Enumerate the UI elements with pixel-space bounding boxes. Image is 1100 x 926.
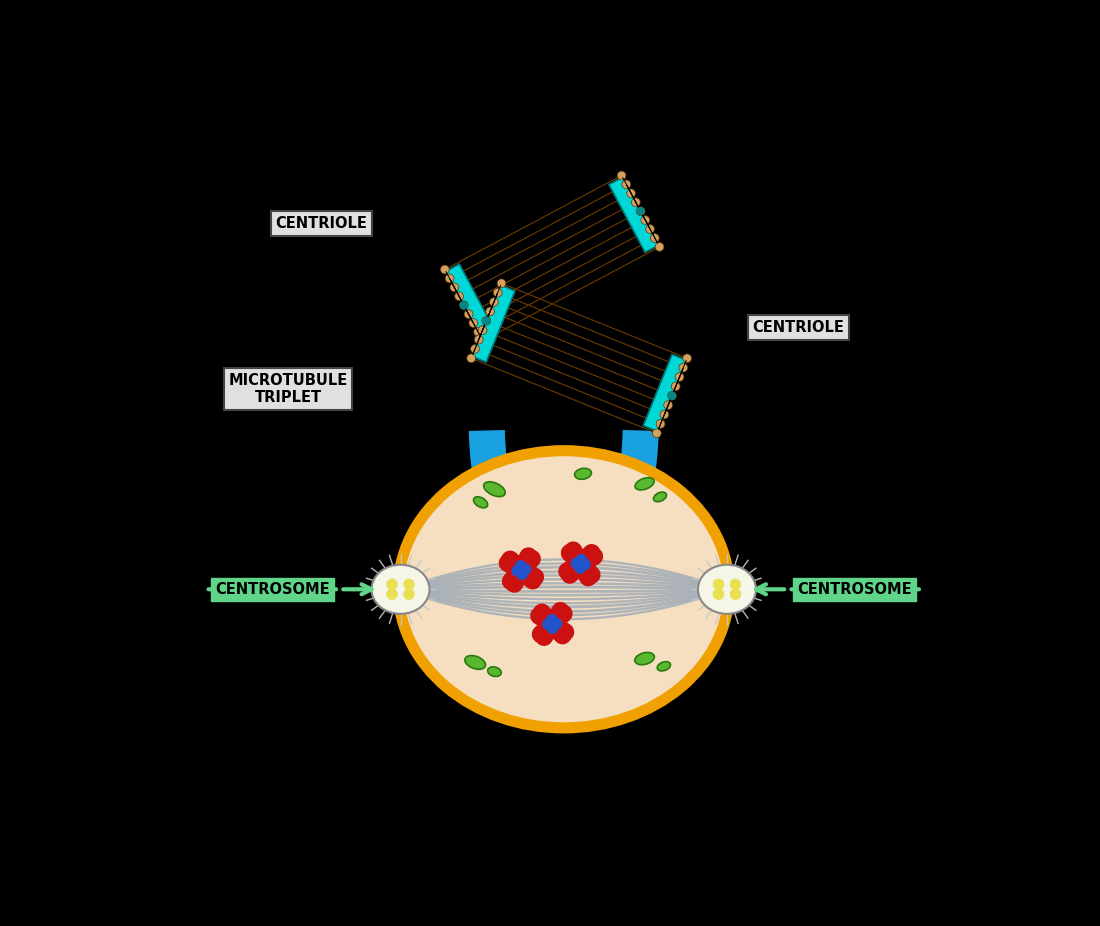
Circle shape <box>483 318 490 324</box>
Circle shape <box>471 344 480 354</box>
Circle shape <box>663 401 672 409</box>
Polygon shape <box>460 209 645 307</box>
Polygon shape <box>451 192 635 289</box>
Circle shape <box>466 354 475 363</box>
Circle shape <box>656 243 664 251</box>
Circle shape <box>478 326 487 334</box>
Circle shape <box>461 302 468 308</box>
Circle shape <box>641 216 650 224</box>
Circle shape <box>617 171 626 180</box>
Ellipse shape <box>487 667 502 677</box>
Polygon shape <box>468 357 661 435</box>
Circle shape <box>404 589 415 599</box>
Ellipse shape <box>473 496 487 507</box>
Circle shape <box>637 207 644 215</box>
Circle shape <box>454 292 463 301</box>
Circle shape <box>657 419 665 429</box>
Polygon shape <box>609 177 659 252</box>
Circle shape <box>652 429 661 438</box>
Circle shape <box>621 180 630 189</box>
Circle shape <box>646 225 654 233</box>
Ellipse shape <box>465 656 485 669</box>
Circle shape <box>683 354 692 363</box>
Polygon shape <box>471 347 664 425</box>
Polygon shape <box>446 264 495 339</box>
Text: CENTROSOME: CENTROSOME <box>798 582 912 596</box>
Polygon shape <box>644 355 686 432</box>
Circle shape <box>631 198 640 206</box>
Ellipse shape <box>398 451 729 728</box>
Circle shape <box>730 589 740 599</box>
Ellipse shape <box>484 482 505 496</box>
Polygon shape <box>483 319 675 397</box>
Circle shape <box>713 589 724 599</box>
Polygon shape <box>490 300 683 379</box>
Circle shape <box>387 579 397 590</box>
Polygon shape <box>478 244 663 343</box>
Circle shape <box>464 309 473 319</box>
Ellipse shape <box>635 653 654 665</box>
Ellipse shape <box>372 565 429 614</box>
Polygon shape <box>494 291 688 369</box>
Circle shape <box>669 393 675 399</box>
Circle shape <box>679 363 688 372</box>
Circle shape <box>474 328 483 336</box>
Circle shape <box>404 579 415 590</box>
Polygon shape <box>472 285 515 362</box>
Polygon shape <box>486 310 680 388</box>
Circle shape <box>490 297 498 307</box>
Polygon shape <box>446 182 630 281</box>
Ellipse shape <box>653 492 667 502</box>
Ellipse shape <box>698 565 756 614</box>
Polygon shape <box>475 338 669 416</box>
Ellipse shape <box>574 469 592 480</box>
Text: MICROTUBULE
TRIPLET: MICROTUBULE TRIPLET <box>229 373 348 406</box>
Ellipse shape <box>635 478 654 490</box>
Circle shape <box>387 589 397 599</box>
Circle shape <box>713 579 724 590</box>
Polygon shape <box>470 227 653 325</box>
Circle shape <box>478 336 487 345</box>
Circle shape <box>474 335 483 344</box>
Polygon shape <box>474 236 659 334</box>
Circle shape <box>486 307 495 316</box>
Circle shape <box>469 319 477 328</box>
Circle shape <box>497 279 506 288</box>
Text: CENTROSOME: CENTROSOME <box>216 582 330 596</box>
Circle shape <box>660 410 669 419</box>
Circle shape <box>671 382 680 391</box>
Circle shape <box>668 392 676 400</box>
Circle shape <box>450 283 459 292</box>
Circle shape <box>446 274 454 282</box>
Ellipse shape <box>657 662 671 671</box>
Circle shape <box>627 189 636 198</box>
Circle shape <box>675 372 684 382</box>
Polygon shape <box>455 200 639 298</box>
Circle shape <box>730 579 740 590</box>
Polygon shape <box>478 329 672 407</box>
Circle shape <box>493 288 502 297</box>
Circle shape <box>460 301 469 309</box>
Circle shape <box>482 317 491 325</box>
Circle shape <box>440 265 449 274</box>
Circle shape <box>650 233 659 243</box>
Polygon shape <box>497 282 691 360</box>
Circle shape <box>636 206 645 216</box>
Polygon shape <box>465 219 649 316</box>
Text: CENTRIOLE: CENTRIOLE <box>275 216 367 232</box>
Polygon shape <box>441 173 626 271</box>
Text: CENTRIOLE: CENTRIOLE <box>752 320 845 335</box>
